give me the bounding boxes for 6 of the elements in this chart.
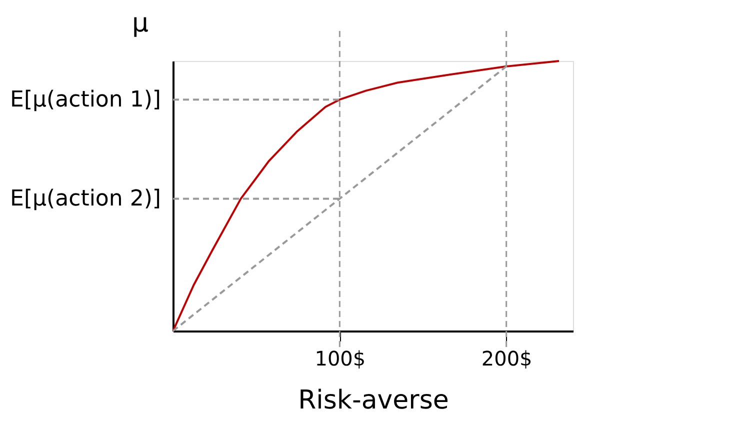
annotation: E[μ(action 1)] xyxy=(10,88,161,113)
x-axis-title: Risk-averse xyxy=(298,386,449,416)
annotation: E[μ(action 2)] xyxy=(10,186,161,212)
x-tick-label: 100$ xyxy=(314,346,366,370)
y-axis-title: μ xyxy=(132,8,148,38)
x-tick-label: 200$ xyxy=(481,346,532,370)
